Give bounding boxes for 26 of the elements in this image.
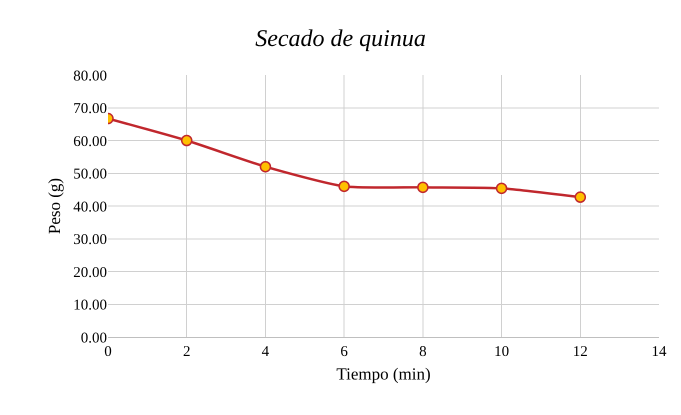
- x-tick-label: 2: [182, 344, 190, 360]
- point: [496, 182, 508, 194]
- y-tick-label: 40.00: [73, 199, 107, 216]
- point: [260, 160, 272, 172]
- y-tick-label: 50.00: [73, 166, 107, 182]
- y-tick-label: 60.00: [73, 134, 107, 150]
- y-tick-label: 30.00: [73, 232, 107, 248]
- chart-title: Secado de quinua: [255, 26, 426, 52]
- y-tick-label: 10.00: [73, 298, 107, 314]
- x-tick-label: 4: [262, 344, 270, 360]
- point: [338, 180, 350, 192]
- y-tick-label: 80.00: [73, 68, 107, 84]
- x-tick-label: 14: [652, 344, 667, 360]
- x-tick-label: 8: [419, 344, 427, 360]
- x-tick-label: 0: [104, 344, 112, 360]
- x-tick-label: 10: [494, 344, 510, 360]
- y-tick-label: 20.00: [73, 264, 107, 281]
- y-tick-label: 70.00: [73, 101, 107, 117]
- x-tick-label: 6: [340, 344, 348, 360]
- point: [574, 191, 586, 203]
- point: [417, 182, 429, 194]
- y-axis-title: Peso (g): [44, 178, 64, 234]
- x-axis-title: Tiempo (min): [336, 364, 431, 384]
- point: [180, 134, 192, 146]
- y-tick-label: 0.00: [80, 330, 107, 346]
- x-tick-label: 12: [572, 344, 588, 360]
